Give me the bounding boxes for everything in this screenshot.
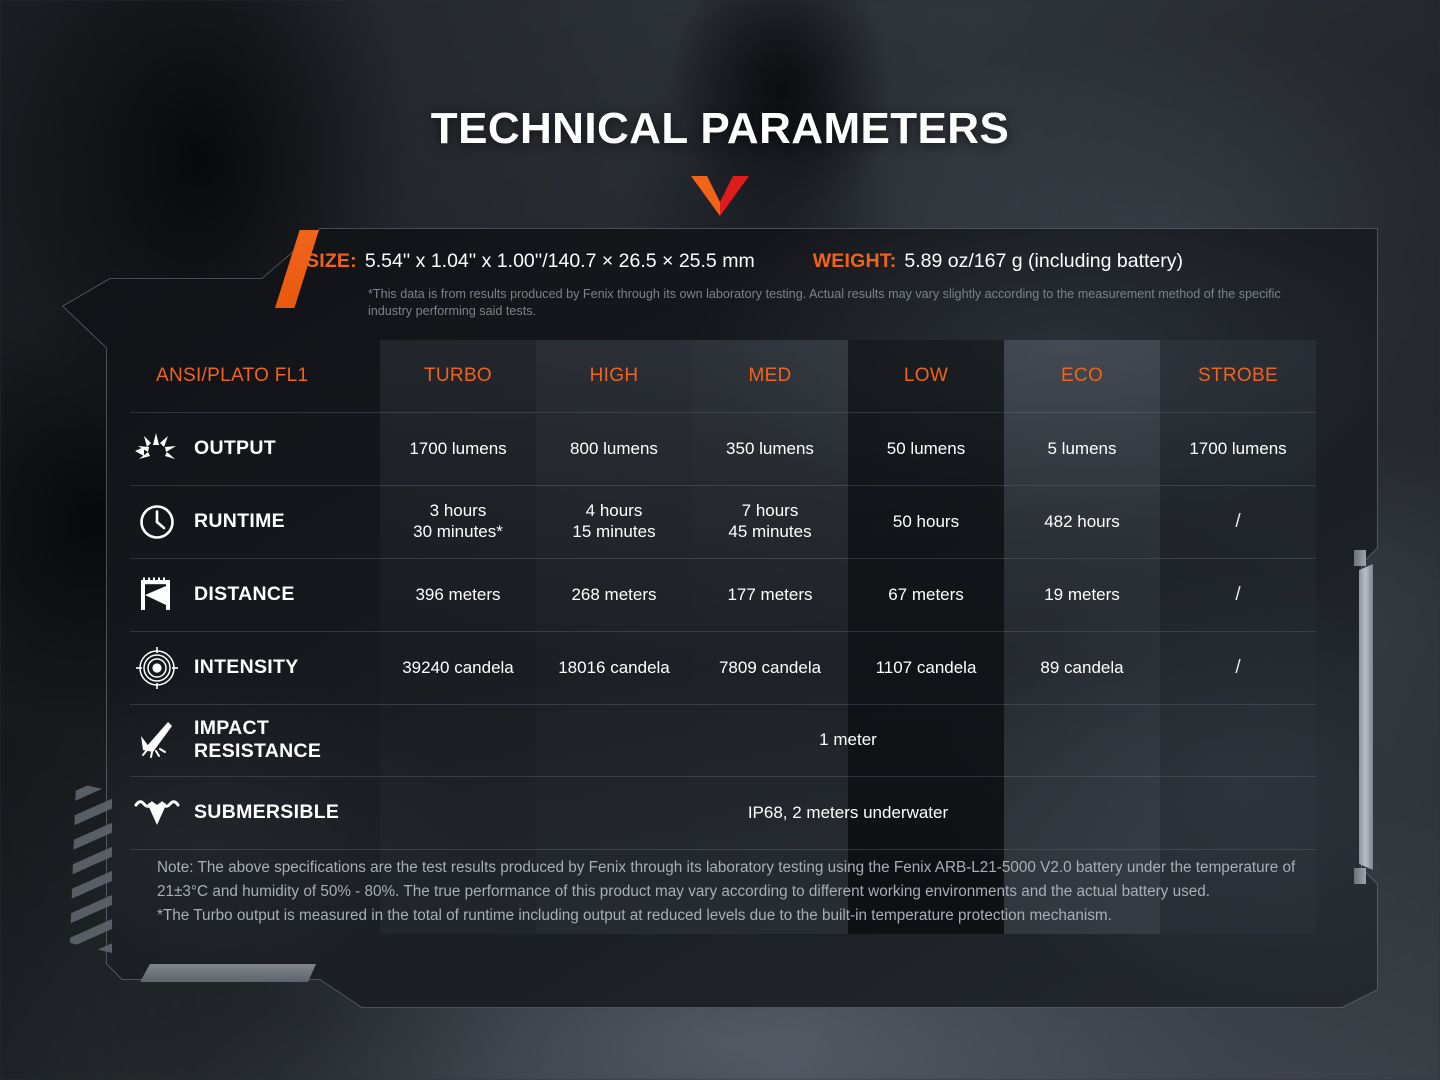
- spec-summary: SIZE: 5.54'' x 1.04'' x 1.00''/140.7 × 2…: [306, 250, 1366, 273]
- weight-value: 5.89 oz/167 g (including battery): [904, 250, 1184, 272]
- light-burst-icon: [134, 432, 180, 466]
- cell-intensity-turbo: 39240 candela: [380, 631, 536, 705]
- column-header-strobe: STROBE: [1160, 340, 1316, 413]
- row-label-line-1: IMPACT: [194, 717, 270, 739]
- row-label-output: OUTPUT: [130, 412, 380, 486]
- row-label-impact-resistance: IMPACT RESISTANCE: [130, 704, 380, 777]
- cell-intensity-med: 7809 candela: [692, 631, 848, 705]
- row-label-runtime: RUNTIME: [130, 485, 380, 559]
- cell-output-low: 50 lumens: [848, 412, 1004, 486]
- target-icon: [134, 646, 180, 689]
- row-label-text: INTENSITY: [194, 656, 299, 678]
- size-label: SIZE:: [306, 250, 357, 272]
- cell-submersible-value: IP68, 2 meters underwater: [380, 776, 1316, 850]
- clock-icon: [134, 503, 180, 541]
- table-row: SUBMERSIBLE IP68, 2 meters underwater: [130, 776, 1316, 850]
- cell-distance-med: 177 meters: [692, 558, 848, 632]
- footnote-line-2: *The Turbo output is measured in the tot…: [157, 907, 1112, 925]
- column-header-eco: ECO: [1004, 340, 1160, 413]
- cell-line-1: 7 hours: [741, 501, 799, 521]
- row-label-distance: DISTANCE: [130, 558, 380, 632]
- cell-distance-low: 67 meters: [848, 558, 1004, 632]
- cell-distance-turbo: 396 meters: [380, 558, 536, 632]
- table-row: INTENSITY 39240 candela 18016 candela 78…: [130, 631, 1316, 705]
- disclaimer-text: *This data is from results produced by F…: [368, 287, 1281, 318]
- row-label-text: RUNTIME: [194, 510, 285, 532]
- column-header-med: MED: [692, 340, 848, 413]
- cell-line-1: 3 hours: [429, 501, 487, 521]
- cell-distance-high: 268 meters: [536, 558, 692, 632]
- row-label-intensity: INTENSITY: [130, 631, 380, 705]
- table-row: DISTANCE 396 meters 268 meters 177 meter…: [130, 558, 1316, 632]
- cell-intensity-high: 18016 candela: [536, 631, 692, 705]
- table-row: IMPACT RESISTANCE 1 meter: [130, 704, 1316, 777]
- column-header-high: HIGH: [536, 340, 692, 413]
- cell-runtime-high: 4 hours 15 minutes: [536, 485, 692, 559]
- cell-runtime-strobe: /: [1160, 485, 1316, 559]
- cell-line-2: 45 minutes: [728, 521, 812, 541]
- cell-output-eco: 5 lumens: [1004, 412, 1160, 486]
- size-value: 5.54'' x 1.04'' x 1.00''/140.7 × 26.5 × …: [364, 250, 755, 272]
- cell-distance-strobe: /: [1160, 558, 1316, 632]
- cell-output-med: 350 lumens: [692, 412, 848, 486]
- page-title: TECHNICAL PARAMETERS: [430, 104, 1010, 153]
- footnote: Note: The above specifications are the t…: [157, 856, 1322, 928]
- column-header-ansi: ANSI/PLATO FL1: [130, 340, 380, 413]
- chevron-down-icon: [691, 176, 749, 216]
- row-label-text: DISTANCE: [194, 583, 295, 605]
- cell-output-high: 800 lumens: [536, 412, 692, 486]
- row-label-text: OUTPUT: [194, 437, 276, 459]
- cell-line-1: 4 hours: [585, 501, 643, 521]
- water-drop-icon: [134, 798, 180, 828]
- ruler-beam-icon: [134, 577, 180, 613]
- table-header-row: ANSI/PLATO FL1 TURBO HIGH MED LOW ECO ST…: [130, 340, 1316, 413]
- specs-table: ANSI/PLATO FL1 TURBO HIGH MED LOW ECO ST…: [130, 340, 1316, 850]
- cell-runtime-turbo: 3 hours 30 minutes*: [380, 485, 536, 559]
- impact-arrow-icon: [134, 720, 180, 760]
- cell-intensity-strobe: /: [1160, 631, 1316, 705]
- column-header-turbo: TURBO: [380, 340, 536, 413]
- cell-impact-resistance-value: 1 meter: [380, 704, 1316, 777]
- cell-distance-eco: 19 meters: [1004, 558, 1160, 632]
- weight-label: WEIGHT:: [812, 250, 897, 272]
- table-row: OUTPUT 1700 lumens 800 lumens 350 lumens…: [130, 412, 1316, 486]
- cell-line-2: 15 minutes: [572, 521, 656, 541]
- cell-line-2: 30 minutes*: [413, 521, 503, 541]
- cell-output-strobe: 1700 lumens: [1160, 412, 1316, 486]
- cell-runtime-low: 50 hours: [848, 485, 1004, 559]
- specs-panel: SIZE: 5.54'' x 1.04'' x 1.00''/140.7 × 2…: [62, 228, 1378, 1008]
- column-header-low: LOW: [848, 340, 1004, 413]
- row-label-submersible: SUBMERSIBLE: [130, 776, 380, 850]
- row-label-text: SUBMERSIBLE: [194, 801, 340, 823]
- cell-runtime-eco: 482 hours: [1004, 485, 1160, 559]
- cell-intensity-low: 1107 candela: [848, 631, 1004, 705]
- cell-runtime-med: 7 hours 45 minutes: [692, 485, 848, 559]
- row-label-text: IMPACT RESISTANCE: [194, 717, 321, 763]
- cell-intensity-eco: 89 candela: [1004, 631, 1160, 705]
- row-label-line-2: RESISTANCE: [194, 740, 322, 762]
- table-row: RUNTIME 3 hours 30 minutes* 4 hours 15 m…: [130, 485, 1316, 559]
- footnote-line-1: Note: The above specifications are the t…: [157, 859, 1296, 901]
- cell-output-turbo: 1700 lumens: [380, 412, 536, 486]
